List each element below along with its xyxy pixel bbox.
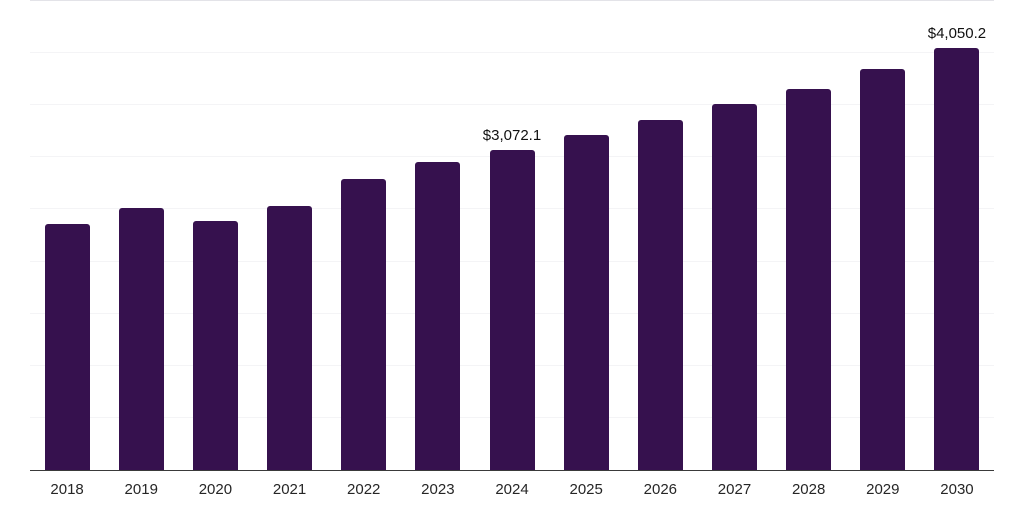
x-axis-labels: 2018 2019 2020 2021 2022 2023 2024 2025 2026 2027…: [30, 480, 994, 500]
bar-2025: [563, 135, 609, 470]
x-tick-2030: 2030: [940, 481, 974, 498]
x-tick-2026: 2026: [643, 481, 678, 498]
bar-slot-2023: [401, 1, 475, 470]
x-tick-2020: 2020: [198, 481, 233, 498]
x-tick-2019: 2019: [124, 481, 158, 498]
bar-slot-2024: [475, 1, 549, 470]
bar-slot-2030: [920, 1, 994, 470]
bars-container: [30, 1, 994, 470]
bar-2020: [192, 220, 238, 470]
bar-slot-2028: [772, 1, 846, 470]
x-tick-2025: 2025: [569, 481, 603, 498]
bar-2030: [934, 47, 980, 470]
x-tick-2021: 2021: [272, 481, 307, 498]
x-tick-2022: 2022: [347, 481, 381, 498]
bar-2022: [341, 179, 387, 470]
bar-slot-2029: [846, 1, 920, 470]
x-tick-2028: 2028: [791, 481, 826, 498]
bar-2021: [267, 205, 313, 470]
bar-2028: [786, 88, 832, 470]
bar-slot-2019: [104, 1, 178, 470]
bar-slot-2018: [30, 1, 104, 470]
x-tick-2023: 2023: [421, 481, 455, 498]
bar-2018: [44, 224, 90, 470]
bar-slot-2021: [252, 1, 326, 470]
gridline-4500: [30, 0, 994, 1]
bar-2029: [860, 68, 906, 470]
x-tick-2024: 2024: [495, 481, 529, 498]
data-label-2030: $4,050.2: [927, 24, 987, 42]
bar-2019: [118, 208, 164, 470]
data-label-2024: $3,072.1: [482, 126, 542, 144]
bar-slot-2020: [178, 1, 252, 470]
x-tick-2018: 2018: [50, 481, 84, 498]
plot-area: $3,072.1 $4,050.2: [30, 0, 994, 471]
bar-slot-2022: [327, 1, 401, 470]
x-tick-2029: 2029: [866, 481, 900, 498]
bar-2026: [637, 120, 683, 470]
x-tick-2027: 2027: [717, 481, 752, 498]
bar-2023: [415, 162, 461, 470]
x-axis-line: [30, 469, 994, 471]
gridline-3500: [30, 104, 994, 106]
bar-2024: [489, 149, 535, 470]
bar-slot-2026: [623, 1, 697, 470]
bar-2027: [711, 104, 757, 470]
bar-slot-2025: [549, 1, 623, 470]
gridline-4000: [30, 52, 994, 54]
bar-slot-2027: [697, 1, 771, 470]
